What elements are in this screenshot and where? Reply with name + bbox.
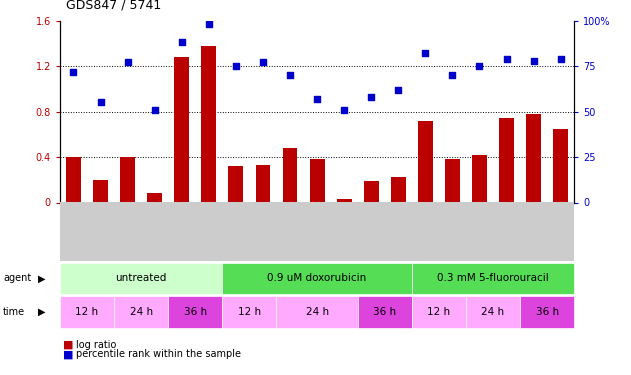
- Text: 24 h: 24 h: [129, 307, 153, 317]
- Text: percentile rank within the sample: percentile rank within the sample: [76, 350, 240, 359]
- Point: [177, 39, 187, 45]
- Bar: [174, 57, 189, 202]
- Text: 24 h: 24 h: [481, 307, 505, 317]
- Point: [122, 60, 133, 66]
- Point: [420, 50, 430, 56]
- Point: [393, 87, 403, 93]
- Bar: [418, 121, 433, 202]
- Bar: [201, 46, 216, 203]
- Bar: [66, 157, 81, 203]
- Bar: [120, 157, 135, 203]
- Point: [150, 107, 160, 113]
- Text: log ratio: log ratio: [76, 340, 116, 350]
- Text: time: time: [3, 307, 25, 317]
- Text: ▶: ▶: [38, 273, 45, 284]
- Point: [502, 56, 512, 62]
- Text: 0.3 mM 5-fluorouracil: 0.3 mM 5-fluorouracil: [437, 273, 549, 284]
- Point: [339, 107, 349, 113]
- Text: ▶: ▶: [38, 307, 45, 317]
- Bar: [445, 159, 460, 202]
- Text: 12 h: 12 h: [238, 307, 261, 317]
- Point: [258, 60, 268, 66]
- Point: [285, 72, 295, 78]
- Text: 24 h: 24 h: [305, 307, 329, 317]
- Text: untreated: untreated: [115, 273, 167, 284]
- Text: ■: ■: [63, 350, 74, 359]
- Point: [475, 63, 485, 69]
- Bar: [472, 155, 487, 203]
- Text: ■: ■: [63, 340, 74, 350]
- Point: [231, 63, 241, 69]
- Point: [68, 69, 78, 75]
- Point: [529, 58, 539, 64]
- Bar: [363, 181, 379, 203]
- Point: [366, 94, 376, 100]
- Text: 12 h: 12 h: [76, 307, 98, 317]
- Text: agent: agent: [3, 273, 32, 284]
- Bar: [310, 159, 324, 202]
- Bar: [553, 129, 568, 202]
- Point: [204, 21, 214, 27]
- Bar: [499, 118, 514, 202]
- Text: 36 h: 36 h: [536, 307, 558, 317]
- Point: [447, 72, 457, 78]
- Bar: [337, 199, 351, 202]
- Text: 36 h: 36 h: [373, 307, 396, 317]
- Bar: [526, 114, 541, 202]
- Bar: [283, 148, 297, 202]
- Bar: [93, 180, 108, 203]
- Text: 36 h: 36 h: [184, 307, 207, 317]
- Bar: [228, 166, 244, 202]
- Text: 0.9 uM doxorubicin: 0.9 uM doxorubicin: [268, 273, 367, 284]
- Bar: [256, 165, 271, 202]
- Bar: [147, 194, 162, 202]
- Point: [312, 96, 322, 102]
- Text: GDS847 / 5741: GDS847 / 5741: [66, 0, 162, 11]
- Bar: [391, 177, 406, 203]
- Point: [95, 99, 105, 105]
- Text: 12 h: 12 h: [427, 307, 451, 317]
- Point: [556, 56, 566, 62]
